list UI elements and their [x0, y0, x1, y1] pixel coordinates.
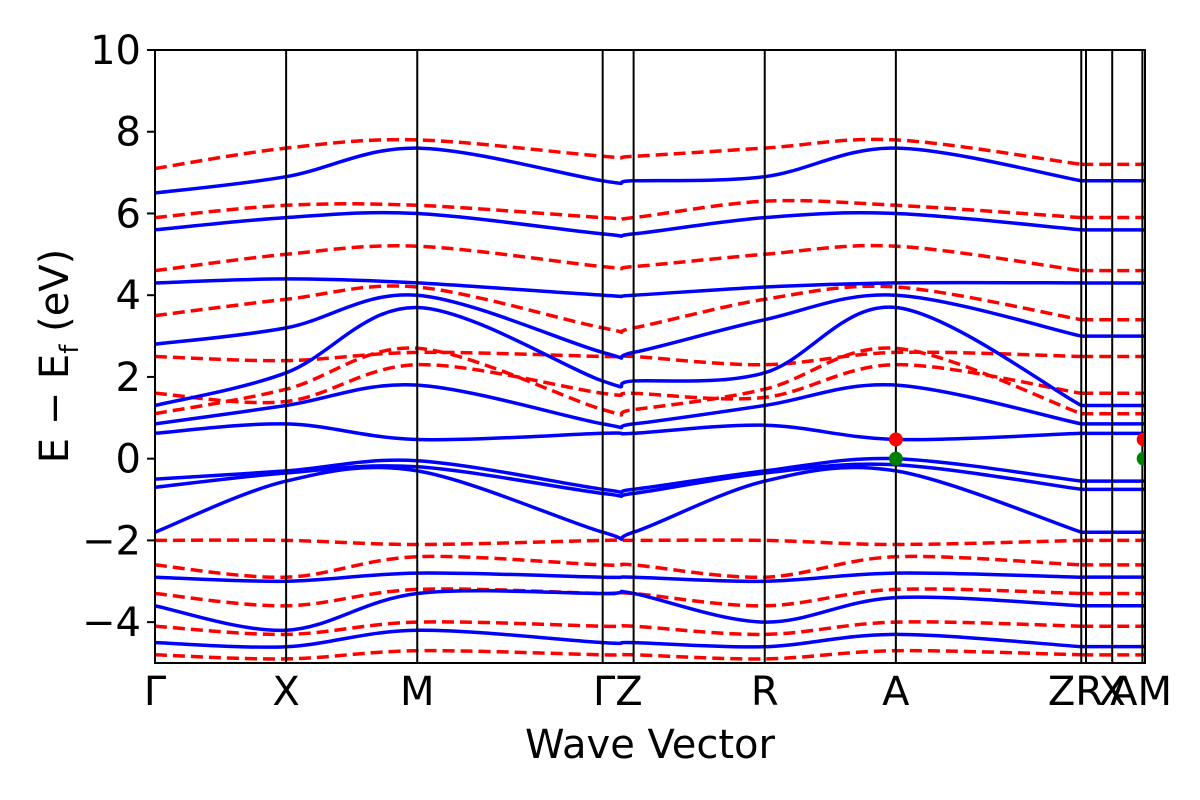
y-axis-label: E − Ef (eV) — [32, 249, 85, 464]
band-solid-vb_deep1 — [155, 571, 1082, 584]
band-dashed-r_cb2 — [155, 362, 1082, 405]
band-solid-vb_low — [155, 465, 1082, 541]
kpoint-label-1: X — [272, 669, 299, 715]
band-solid-cb3 — [155, 382, 1082, 430]
y-tick-label-0: −4 — [82, 600, 141, 646]
band-solid-vb_deep3 — [155, 628, 1082, 649]
kpoint-label-7: X — [1099, 669, 1126, 715]
band-edge-marker-0 — [888, 432, 903, 447]
kpoint-label-6: ZR — [1048, 669, 1103, 715]
kpoint-label-2: M — [400, 669, 435, 715]
y-tick-label-2: 0 — [116, 437, 141, 483]
band-solid-cb6 — [155, 210, 1082, 238]
band-dashed-r_cb4 — [155, 284, 1082, 334]
plot-area — [155, 50, 1145, 663]
kpoint-label-0: Γ — [144, 669, 167, 715]
band-edge-marker-2 — [1136, 432, 1145, 447]
kpoint-label-4: R — [751, 669, 779, 715]
band-solid-cb4 — [155, 293, 1082, 360]
band-solid-cb7 — [155, 146, 1082, 195]
y-tick-label-4: 4 — [116, 273, 141, 319]
y-tick-label-6: 8 — [116, 110, 141, 156]
band-dashed-r_cb1 — [155, 346, 1082, 417]
y-tick-label-5: 6 — [116, 191, 141, 237]
y-tick-label-3: 2 — [116, 355, 141, 401]
kpoint-label-8: AM — [1110, 669, 1172, 715]
band-edge-marker-3 — [1136, 451, 1145, 466]
y-tick-label-1: −2 — [82, 518, 141, 564]
y-tick-label-7: 10 — [90, 28, 141, 74]
kpoint-label-5: A — [882, 669, 910, 715]
x-axis-label: Wave Vector — [525, 722, 776, 768]
band-dashed-r_vb1 — [155, 538, 1082, 547]
band-edge-marker-1 — [888, 451, 903, 466]
kpoint-label-3: ΓZ — [593, 669, 643, 715]
band-solid-vb1 — [155, 456, 1082, 495]
band-dashed-r_cb5 — [155, 243, 1082, 273]
y-axis: −4 −2 0 2 4 6 8 10 — [82, 28, 1146, 664]
plot-frame — [154, 49, 1146, 664]
band-dashed-r_vb5 — [155, 648, 1082, 661]
band-solid-vb_deep2 — [155, 589, 1082, 633]
